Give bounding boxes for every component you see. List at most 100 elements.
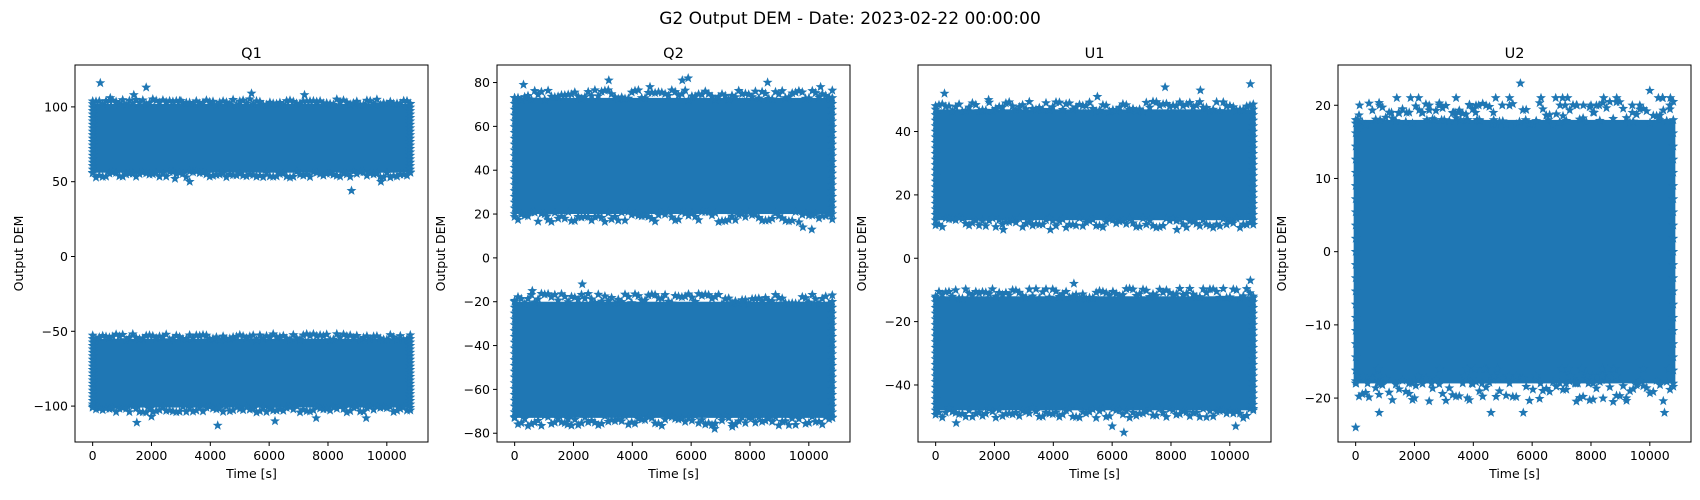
point [1248,331,1259,341]
point [1091,106,1102,116]
point [211,99,222,110]
point [1158,220,1169,231]
point [1248,198,1259,208]
point [783,216,794,226]
point [930,313,941,324]
point [1658,395,1669,406]
point [87,105,98,116]
point [526,289,537,299]
point [967,411,978,422]
point [1594,115,1605,125]
point [770,289,781,300]
point [974,105,985,116]
point [335,96,346,107]
point [960,105,971,115]
point [87,368,98,378]
x-axis-label: Time [s] [647,466,699,481]
point [827,98,838,108]
point [606,292,617,302]
point [1461,114,1472,125]
point [114,98,125,109]
point [331,403,342,413]
y-tick-label: 20 [474,207,490,222]
point [509,372,520,382]
point [141,99,152,109]
point [593,211,604,221]
point [1087,292,1098,303]
point [351,168,362,179]
point [157,401,168,411]
x-tick-label: 6000 [675,448,707,463]
point [509,360,520,370]
point [1014,410,1025,421]
point [1211,406,1222,416]
point [231,170,242,180]
point [345,99,356,109]
point [211,332,222,342]
point [1151,410,1162,420]
point [1451,391,1461,401]
point [1158,99,1169,109]
point [1161,213,1172,223]
point [1027,291,1038,301]
point [378,172,389,182]
point [1124,412,1135,422]
point [1521,104,1532,115]
point [589,211,600,222]
point [1208,104,1219,114]
point [124,406,135,417]
point [1604,96,1615,107]
point [569,292,580,302]
point [358,99,369,109]
figure-title: G2 Output DEM - Date: 2023-02-22 00:00:0… [659,9,1041,29]
point [1410,380,1421,390]
point [777,85,788,96]
point [643,411,654,422]
point [405,129,416,140]
point [1350,259,1361,270]
point [1248,165,1259,175]
point [930,325,941,335]
point [368,404,379,414]
point [321,403,332,414]
point [757,416,768,426]
point [1474,386,1485,396]
point [1621,112,1632,123]
point [803,297,814,307]
point [1664,100,1675,110]
point [730,296,741,306]
point [977,410,988,421]
point [385,329,396,340]
point [1374,100,1385,110]
point [405,153,416,164]
point [278,330,289,341]
point [997,410,1008,421]
point [529,85,540,96]
point [1248,215,1259,225]
point [1370,382,1381,393]
point [254,406,265,416]
point [1668,351,1679,362]
point [559,213,570,223]
point [957,293,968,303]
point [827,104,838,114]
point [569,215,580,226]
point [573,91,584,101]
point [1154,221,1165,232]
point [1248,187,1259,197]
point [1047,215,1058,226]
point [385,96,396,106]
point [1644,388,1655,398]
point [1467,104,1478,114]
point [533,415,544,425]
point [930,365,941,375]
point [405,102,416,112]
point [1447,389,1458,400]
point [1184,283,1195,293]
x-tick-label: 4000 [616,448,648,463]
point [827,366,838,376]
point [569,87,580,97]
point [1037,411,1048,421]
point [930,159,941,170]
point [529,297,540,307]
